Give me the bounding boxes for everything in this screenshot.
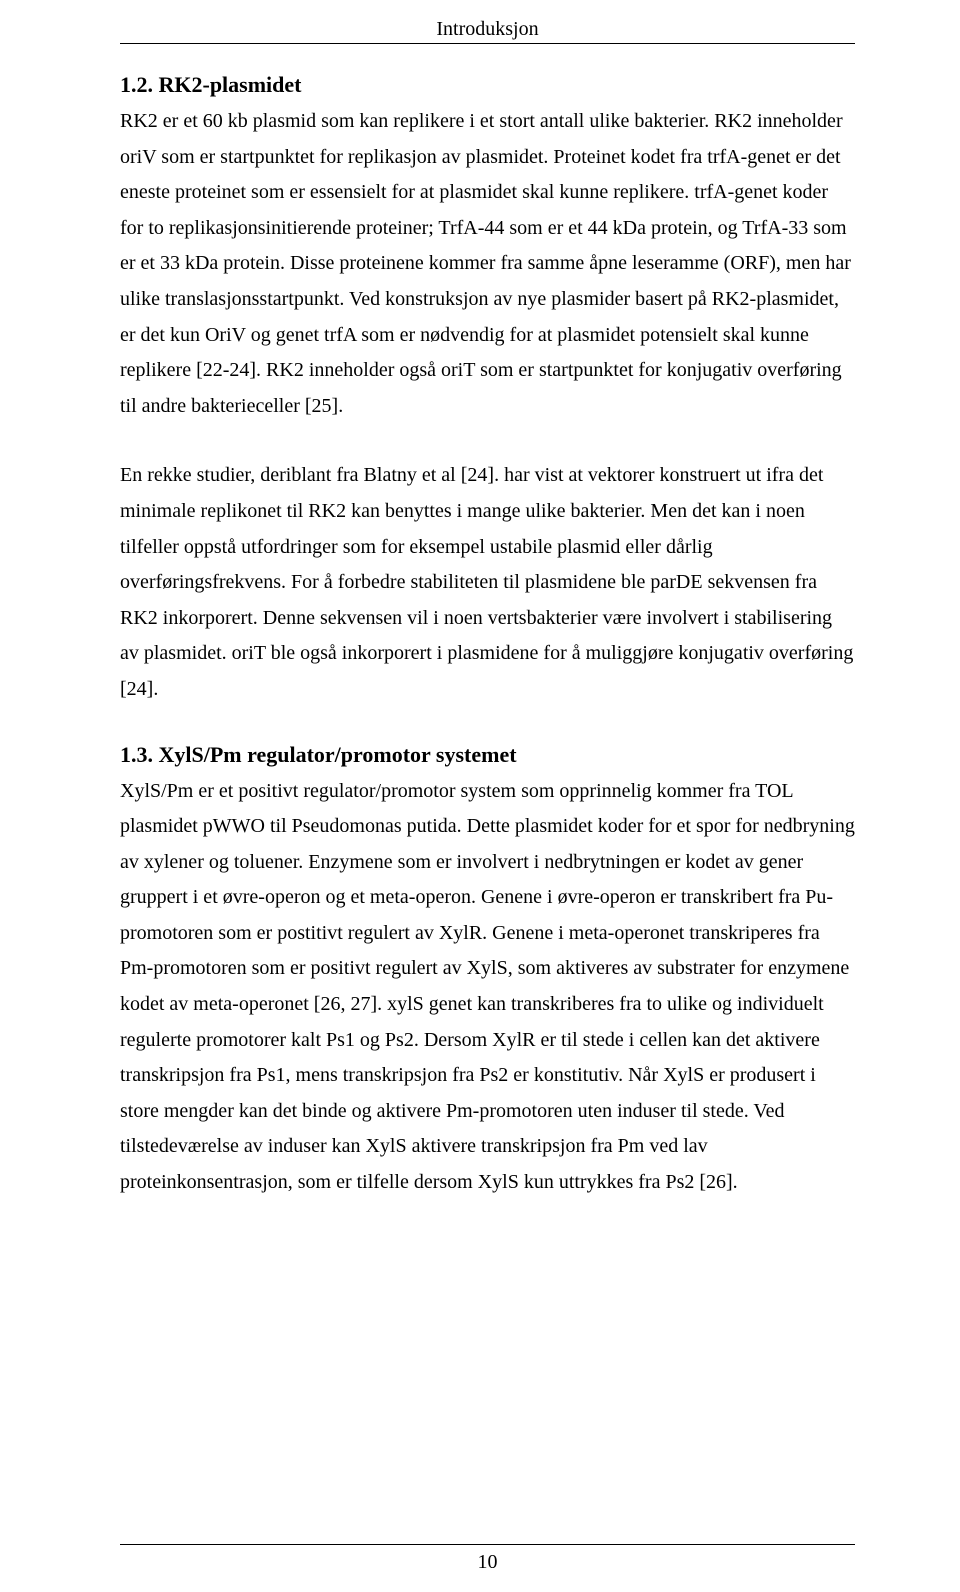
section-heading-1-2: 1.2. RK2-plasmidet: [120, 72, 855, 98]
page-container: Introduksjon 1.2. RK2-plasmidet RK2 er e…: [0, 0, 960, 1592]
paragraph-1-3-a: XylS/Pm er et positivt regulator/promoto…: [120, 774, 855, 1201]
page-footer: 10: [120, 1544, 855, 1574]
bottom-rule: [120, 1544, 855, 1545]
top-rule: [120, 43, 855, 44]
running-head: Introduksjon: [120, 18, 855, 41]
paragraph-1-2-b: En rekke studier, deriblant fra Blatny e…: [120, 458, 855, 707]
page-number: 10: [120, 1551, 855, 1574]
paragraph-1-2-a: RK2 er et 60 kb plasmid som kan repliker…: [120, 104, 855, 424]
section-heading-1-3: 1.3. XylS/Pm regulator/promotor systemet: [120, 742, 855, 768]
